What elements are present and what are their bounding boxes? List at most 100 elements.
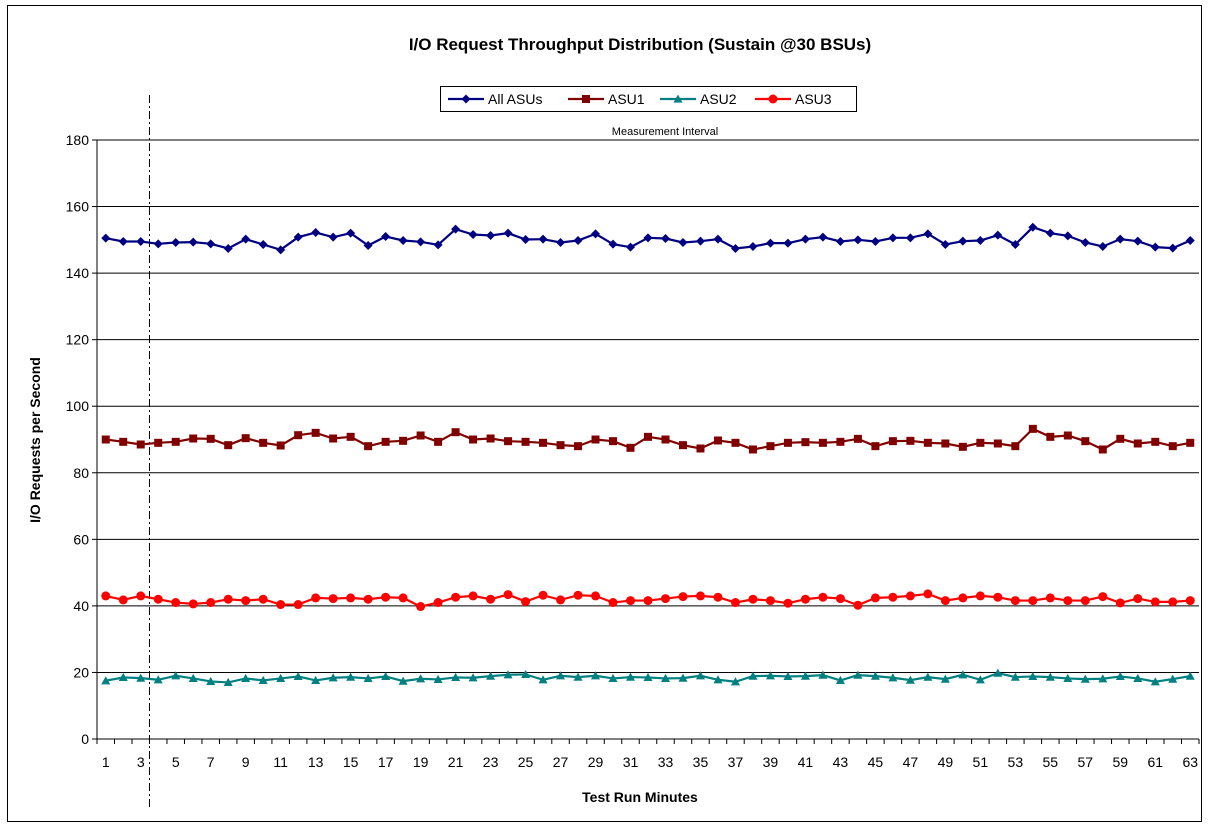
marker (521, 235, 531, 245)
marker (416, 431, 425, 440)
marker (888, 437, 897, 446)
marker (503, 670, 513, 679)
marker (853, 600, 863, 610)
x-tick-label: 31 (623, 754, 639, 770)
marker (258, 239, 268, 249)
marker (381, 232, 391, 242)
marker (976, 438, 985, 447)
x-tick-label: 51 (973, 754, 989, 770)
y-tick-label: 20 (73, 664, 89, 680)
x-tick-label: 45 (868, 754, 884, 770)
x-tick-label: 47 (903, 754, 919, 770)
marker (643, 233, 653, 243)
marker (1115, 234, 1125, 244)
marker (468, 673, 478, 682)
marker (486, 594, 496, 604)
marker (940, 596, 950, 606)
marker (276, 245, 286, 255)
marker (293, 671, 303, 681)
marker (1028, 424, 1037, 433)
marker (118, 595, 128, 605)
marker (905, 591, 915, 601)
marker (521, 597, 531, 607)
marker (416, 602, 426, 612)
marker (469, 435, 478, 444)
marker (1045, 593, 1055, 603)
marker (660, 234, 670, 244)
x-tick-label: 23 (483, 754, 499, 770)
x-tick-label: 39 (763, 754, 779, 770)
marker (188, 673, 198, 683)
marker (660, 594, 670, 604)
marker (329, 434, 338, 443)
marker (713, 592, 723, 602)
marker (975, 675, 985, 684)
x-tick-label: 13 (308, 754, 324, 770)
marker (171, 671, 181, 680)
x-tick-label: 11 (273, 754, 288, 770)
marker (748, 241, 758, 251)
marker (801, 438, 810, 447)
marker (538, 234, 548, 244)
marker (503, 590, 513, 600)
marker (451, 592, 461, 602)
x-tick-label: 25 (518, 754, 534, 770)
marker (136, 440, 145, 449)
x-tick-label: 43 (833, 754, 849, 770)
marker (853, 434, 862, 443)
marker (993, 230, 1003, 240)
marker (241, 596, 251, 606)
marker (923, 229, 933, 239)
marker (993, 439, 1002, 448)
marker (346, 432, 355, 441)
marker (923, 589, 933, 599)
marker (591, 435, 600, 444)
marker (1011, 442, 1020, 451)
marker (486, 671, 496, 680)
marker (556, 671, 566, 680)
marker (364, 442, 373, 451)
marker (800, 234, 810, 244)
marker (1028, 671, 1038, 681)
marker (328, 594, 338, 604)
marker (1098, 241, 1108, 251)
marker (643, 672, 653, 682)
legend-label: All ASUs (488, 91, 542, 107)
marker (311, 228, 321, 238)
marker (399, 436, 408, 445)
marker (1168, 442, 1177, 451)
marker (118, 236, 128, 246)
marker (346, 593, 356, 603)
x-tick-label: 9 (242, 754, 250, 770)
marker (293, 600, 303, 610)
marker (538, 675, 548, 684)
marker (993, 668, 1003, 677)
marker (328, 232, 338, 242)
marker (101, 591, 111, 601)
marker (591, 671, 601, 680)
x-tick-label: 63 (1182, 754, 1198, 770)
x-tick-label: 17 (378, 754, 394, 770)
marker (870, 593, 880, 603)
marker (1133, 439, 1142, 448)
marker (626, 596, 636, 606)
marker (958, 670, 968, 679)
marker (276, 600, 286, 610)
marker (206, 676, 216, 686)
marker (556, 237, 566, 247)
x-tick-label: 41 (798, 754, 814, 770)
marker (1010, 596, 1020, 606)
marker (153, 239, 163, 249)
marker (835, 594, 845, 604)
marker (206, 598, 216, 608)
marker (591, 591, 601, 601)
marker (888, 592, 898, 602)
marker (818, 438, 827, 447)
marker (101, 676, 111, 685)
marker (433, 674, 443, 684)
marker (556, 441, 565, 450)
x-tick-label: 33 (658, 754, 674, 770)
marker (905, 675, 915, 684)
marker (224, 441, 233, 450)
marker (695, 236, 705, 246)
